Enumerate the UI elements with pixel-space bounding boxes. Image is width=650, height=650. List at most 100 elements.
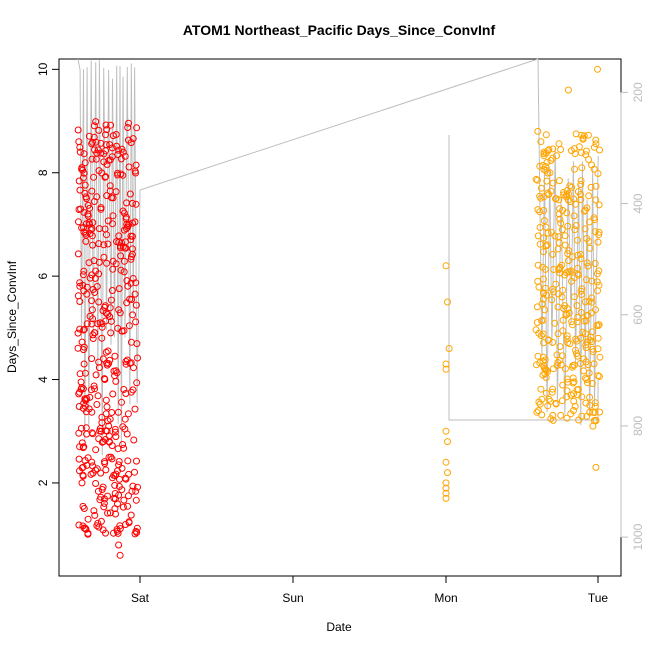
data-point [583,376,591,383]
data-point [571,150,579,158]
data-point [116,522,124,530]
data-point [574,314,582,321]
data-point [105,453,113,461]
data-point [80,399,88,407]
data-point [111,490,119,497]
y-tick-label: 8 [36,169,50,176]
data-point [542,366,550,374]
data-point [574,264,582,272]
data-point [560,191,568,199]
data-point [444,298,451,306]
data-point [565,247,573,255]
data-point [577,181,585,188]
data-point [536,359,544,367]
data-point [92,480,100,487]
data-point [79,471,87,479]
data-point [100,503,108,511]
data-point [124,502,132,510]
data-point [538,300,546,308]
data-point [442,489,450,497]
data-point [105,360,113,368]
data-point [592,182,600,190]
data-point [542,365,550,373]
x-tick-label: Sun [282,591,303,605]
data-point [127,511,135,519]
data-point [563,332,571,340]
data-point [584,262,592,270]
data-point [536,208,544,216]
data-point [87,470,95,478]
data-point [545,191,553,198]
data-point [561,232,569,240]
data-point [104,509,112,517]
point-layer [74,65,604,559]
data-point [118,145,126,153]
data-point [444,469,451,477]
data-point [79,385,87,393]
data-point [556,215,564,223]
data-point [114,151,122,158]
data-point [552,280,560,288]
data-point [98,413,106,421]
data-point [88,232,96,240]
data-point [558,226,566,234]
data-point [95,523,103,531]
data-point [129,311,137,319]
data-point [116,551,124,559]
data-point [540,165,548,173]
data-point [99,526,107,534]
data-point [85,259,93,267]
data-point [122,358,130,365]
data-point [81,369,89,377]
data-point [102,436,109,443]
data-point [132,527,140,535]
data-point [442,427,450,435]
data-point [594,287,601,295]
data-point [542,242,550,250]
data-point [578,412,586,420]
data-point [125,492,132,500]
data-point [563,375,571,383]
data-point [74,292,82,300]
data-point [539,263,547,271]
data-point [80,169,88,177]
data-point [580,207,588,215]
data-point [107,329,115,337]
data-point [592,417,600,425]
data-point [563,335,571,343]
data-point [564,257,572,265]
data-point [80,267,88,275]
data-point [563,187,571,194]
data-point [543,177,551,185]
data-point [588,161,596,169]
data-point [115,541,123,549]
data-point [103,192,111,200]
data-point [574,391,581,399]
chart-title: ATOM1 Northeast_Pacific Days_Since_ConvI… [183,22,496,38]
data-point [114,500,121,508]
data-point [112,367,120,375]
data-point [442,494,450,502]
data-point [75,218,82,226]
data-point [114,408,122,416]
data-point [92,138,100,146]
data-point [591,402,599,410]
data-point [96,496,104,504]
data-point [100,499,108,507]
data-point [118,327,126,335]
data-point [585,369,593,377]
data-point [77,378,85,386]
data-point [576,360,584,367]
data-point [581,225,589,233]
data-point [534,176,541,184]
data-point [88,306,96,314]
data-point [78,479,86,487]
data-point [128,199,136,207]
data-point [572,222,580,230]
data-point [119,243,127,251]
plot-frame [58,58,622,577]
data-point [549,365,557,373]
data-point [546,397,554,405]
data-point [75,455,83,463]
data-point [115,285,123,293]
